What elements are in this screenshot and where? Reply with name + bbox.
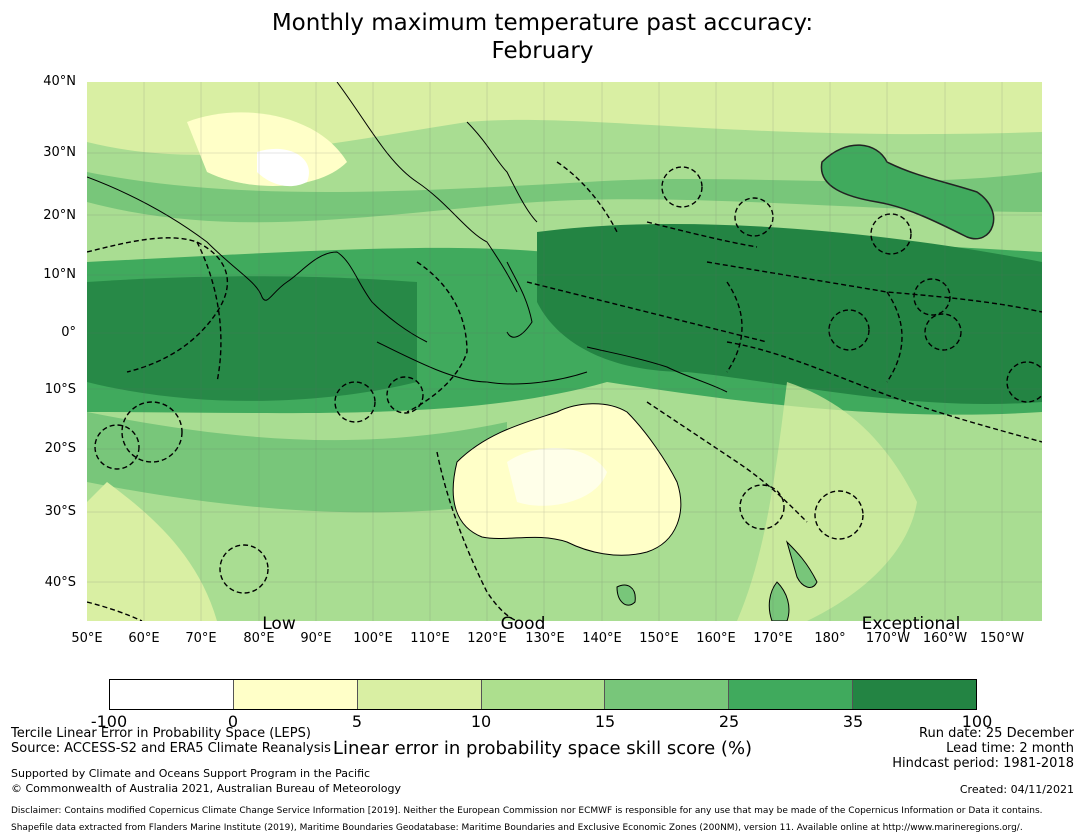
footer-copyright: © Commonwealth of Australia 2021, Austra… (11, 782, 401, 795)
colorbar-tick: 5 (351, 712, 363, 731)
lon-label: 170°E (753, 631, 793, 646)
lon-label: 120°E (467, 631, 507, 646)
colorbar-segment (357, 680, 482, 709)
lon-label: 150°W (979, 631, 1025, 646)
lon-label: 90°E (300, 631, 332, 646)
footer-disclaimer: Disclaimer: Contains modified Copernicus… (11, 806, 1043, 816)
lon-label: 70°E (185, 631, 217, 646)
footer-hindcast: Hindcast period: 1981-2018 (892, 756, 1074, 771)
footer-method: Tercile Linear Error in Probability Spac… (11, 726, 311, 741)
colorbar-segment (233, 680, 358, 709)
lat-label: 20°N (43, 208, 76, 223)
lat-label: 0° (61, 325, 76, 340)
lon-label: 160°W (922, 631, 968, 646)
footer-source: Source: ACCESS-S2 and ERA5 Climate Reana… (11, 741, 331, 756)
lon-label: 150°E (639, 631, 679, 646)
lat-label: 10°N (43, 267, 76, 282)
skill-map (87, 82, 1042, 621)
footer-run-date: Run date: 25 December (919, 726, 1074, 741)
lat-label: 30°N (43, 145, 76, 160)
footer-lead-time: Lead time: 2 month (946, 741, 1074, 756)
lon-label: 50°E (71, 631, 103, 646)
lat-label: 40°N (43, 74, 76, 89)
lat-label: 30°S (44, 504, 76, 519)
lon-label: 180° (814, 631, 846, 646)
category-exceptional: Exceptional (861, 614, 961, 634)
lat-label: 20°S (44, 441, 76, 456)
colorbar-segment (110, 680, 234, 709)
colorbar-tick: -100 (90, 712, 128, 731)
lon-label: 80°E (243, 631, 275, 646)
footer-support: Supported by Climate and Oceans Support … (11, 767, 371, 780)
colorbar-label: Linear error in probability space skill … (332, 738, 753, 759)
map-graphic (87, 82, 1042, 621)
colorbar-segment (853, 680, 977, 709)
colorbar (109, 679, 977, 710)
category-good: Good (500, 614, 546, 634)
lon-label: 130°E (525, 631, 565, 646)
lon-label: 100°E (353, 631, 393, 646)
lon-label: 140°E (582, 631, 622, 646)
category-low: Low (262, 614, 296, 634)
chart-title-line1: Monthly maximum temperature past accurac… (271, 10, 814, 36)
footer-created: Created: 04/11/2021 (959, 783, 1074, 796)
lon-label: 170°W (865, 631, 911, 646)
colorbar-segment (481, 680, 606, 709)
lon-label: 60°E (128, 631, 160, 646)
colorbar-tick: 0 (227, 712, 239, 731)
lon-label: 110°E (410, 631, 450, 646)
colorbar-tick: 35 (842, 712, 864, 731)
chart-title-line2: February (491, 38, 594, 64)
lat-label: 40°S (44, 575, 76, 590)
footer-shapefile: Shapefile data extracted from Flanders M… (11, 823, 1023, 833)
colorbar-tick: 25 (718, 712, 740, 731)
lon-label: 160°E (696, 631, 736, 646)
colorbar-tick: 10 (470, 712, 492, 731)
colorbar-tick: 15 (594, 712, 616, 731)
colorbar-segment (605, 680, 730, 709)
colorbar-segment (729, 680, 854, 709)
colorbar-tick: 100 (961, 712, 993, 731)
lat-label: 10°S (44, 382, 76, 397)
